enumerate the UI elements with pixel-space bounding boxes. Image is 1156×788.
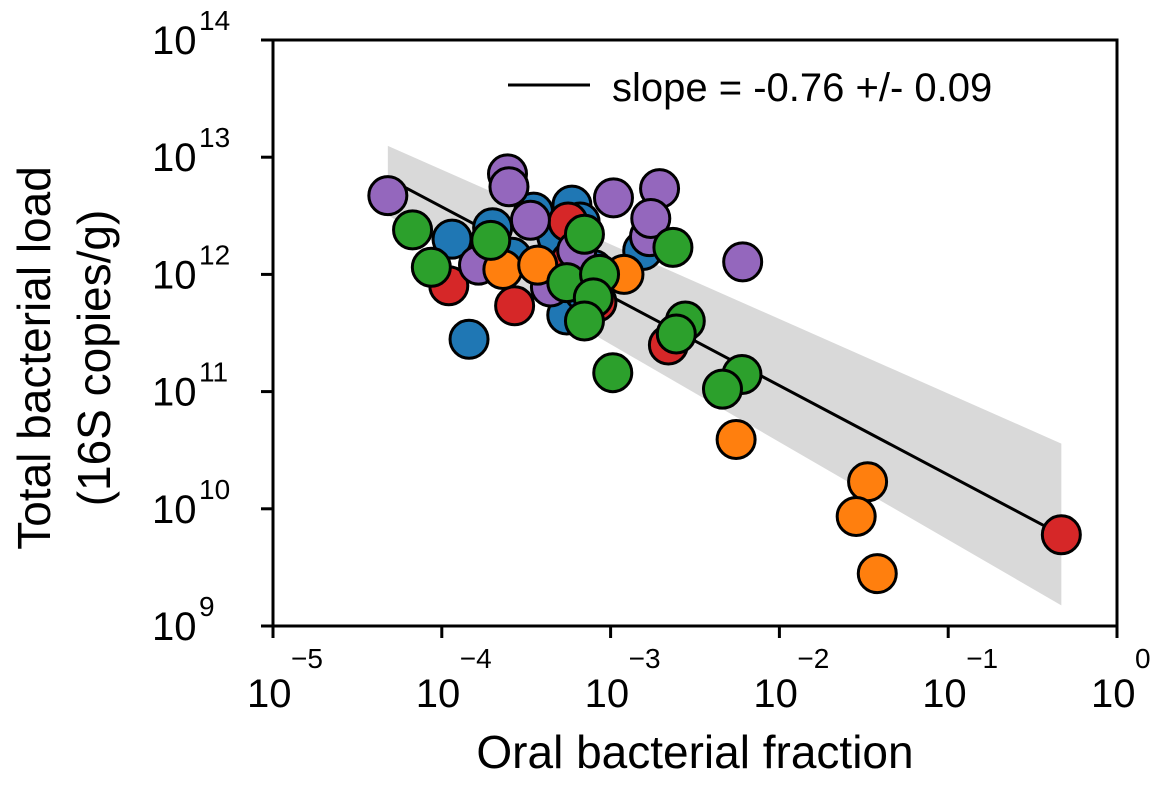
y-tick-label-exponent: 11 xyxy=(199,357,228,388)
x-tick-label-base: 10 xyxy=(416,672,461,716)
x-tick-label-base: 10 xyxy=(1091,672,1136,716)
y-tick-label-base: 10 xyxy=(152,19,197,63)
data-point xyxy=(592,177,634,219)
x-tick-label-base: 10 xyxy=(247,672,292,716)
y-axis-label: Total bacterial load (16S copies/g) xyxy=(8,166,120,550)
x-tick-label-exponent: −1 xyxy=(966,643,998,674)
y-tick-label-exponent: 9 xyxy=(199,591,215,622)
data-point xyxy=(494,285,536,327)
x-tick-label-base: 10 xyxy=(585,672,630,716)
plot-frame xyxy=(271,38,1119,628)
x-tick-label-base: 10 xyxy=(753,672,798,716)
x-tick-label-exponent: −4 xyxy=(460,643,492,674)
legend-label: slope = -0.76 +/- 0.09 xyxy=(612,66,992,110)
data-point xyxy=(652,226,694,268)
data-point xyxy=(856,553,898,595)
y-axis-label-line-2: (16S copies/g) xyxy=(68,210,120,507)
data-point xyxy=(835,495,877,537)
y-tick-label-base: 10 xyxy=(152,488,197,532)
x-tick-label-exponent: −5 xyxy=(291,643,323,674)
data-point xyxy=(509,199,551,241)
y-tick-label-base: 10 xyxy=(152,136,197,180)
y-tick-label-base: 10 xyxy=(152,253,197,297)
data-point xyxy=(448,318,490,360)
x-tick-label-exponent: −3 xyxy=(629,643,661,674)
data-point xyxy=(722,241,764,283)
legend: slope = -0.76 +/- 0.09 xyxy=(508,66,992,110)
data-point xyxy=(563,213,605,255)
y-tick-label-exponent: 12 xyxy=(199,239,230,270)
y-axis-label-line-1: Total bacterial load xyxy=(8,166,60,550)
x-tick-label-exponent: −2 xyxy=(797,643,829,674)
data-point xyxy=(655,313,697,355)
x-axis-label: Oral bacterial fraction xyxy=(476,726,913,778)
data-point xyxy=(410,246,452,288)
y-tick-label-exponent: 10 xyxy=(199,474,230,505)
x-tick-label-exponent: 0 xyxy=(1135,643,1151,674)
data-point xyxy=(847,461,889,503)
data-point xyxy=(1040,514,1082,556)
data-point xyxy=(630,197,672,239)
data-point xyxy=(701,368,743,410)
data-points-layer xyxy=(367,153,1082,595)
data-point xyxy=(392,209,434,251)
data-point xyxy=(488,166,530,208)
data-point xyxy=(592,352,634,394)
y-tick-label-base: 10 xyxy=(152,605,197,649)
data-point xyxy=(715,419,757,461)
data-point xyxy=(367,175,409,217)
x-tick-label-base: 10 xyxy=(922,672,967,716)
y-tick-label-base: 10 xyxy=(152,371,197,415)
y-tick-label-exponent: 14 xyxy=(199,5,230,36)
data-point xyxy=(563,300,605,342)
data-point xyxy=(470,219,512,261)
y-tick-label-exponent: 13 xyxy=(199,122,230,153)
